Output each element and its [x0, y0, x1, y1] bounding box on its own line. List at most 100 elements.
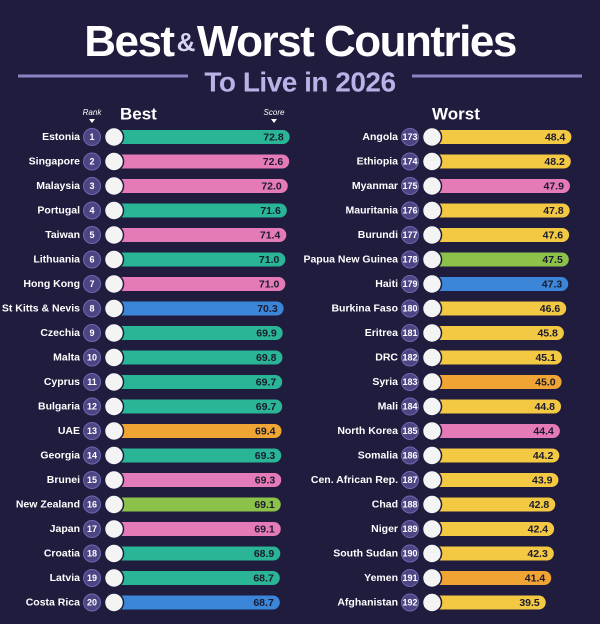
value-label: 48.2 — [544, 156, 565, 168]
country-label: Czechia — [40, 327, 80, 339]
flag — [421, 273, 443, 295]
bar — [432, 399, 562, 414]
bar — [114, 571, 280, 585]
rank-badge — [83, 324, 101, 342]
rank-label: 14 — [87, 450, 97, 460]
rank-label: 181 — [402, 328, 417, 338]
flag — [103, 175, 125, 197]
flag — [421, 298, 443, 319]
rank-badge — [401, 226, 419, 244]
rank-badge — [83, 299, 101, 318]
rank-badge — [83, 201, 101, 220]
country-label: New Zealand — [16, 498, 80, 510]
rank-badge — [401, 397, 419, 416]
value-label: 43.9 — [532, 474, 553, 486]
country-label: Cyprus — [44, 376, 80, 388]
value-label: 41.4 — [525, 572, 546, 584]
value-label: 69.3 — [255, 474, 276, 486]
country-label: Yemen — [364, 572, 398, 584]
bar — [432, 546, 554, 561]
bar — [114, 228, 287, 242]
rank-label: 178 — [402, 254, 417, 264]
bar — [114, 473, 282, 487]
rank-badge — [401, 446, 419, 465]
flag — [421, 224, 443, 246]
rank-badge — [83, 373, 101, 391]
flag — [103, 126, 125, 148]
value-label: 44.8 — [535, 401, 556, 413]
rank-badge — [401, 520, 419, 538]
bar — [432, 301, 567, 316]
flag — [103, 347, 125, 368]
country-label: Niger — [371, 523, 398, 535]
rank-label: 6 — [89, 254, 94, 264]
bar — [114, 399, 283, 414]
rank-label: 185 — [402, 426, 417, 436]
rank-label: 175 — [402, 181, 417, 191]
rank-label: 20 — [87, 597, 97, 607]
flag — [421, 249, 443, 270]
flag — [103, 494, 125, 515]
rank-label: 191 — [402, 573, 417, 583]
bar — [114, 277, 286, 291]
rank-badge — [83, 348, 101, 367]
rank-label: 184 — [402, 401, 417, 411]
value-label: 68.9 — [254, 548, 275, 560]
score-header: Score — [264, 108, 285, 117]
rank-label: 8 — [89, 303, 94, 313]
rank-badge — [401, 275, 419, 293]
value-label: 44.2 — [533, 450, 554, 462]
country-label: Lithuania — [33, 253, 80, 265]
rank-badge — [83, 495, 101, 514]
value-label: 71.0 — [259, 254, 280, 266]
bar — [432, 522, 555, 536]
rank-label: 1 — [89, 132, 94, 142]
country-label: Ethiopia — [357, 155, 399, 167]
rank-badge — [401, 544, 419, 563]
bar — [432, 571, 552, 585]
flag — [103, 396, 125, 417]
rank-label: 188 — [402, 499, 417, 509]
rank-badge — [83, 128, 101, 146]
rank-label: 16 — [87, 499, 97, 509]
rank-label: 10 — [87, 352, 97, 362]
value-label: 47.9 — [544, 180, 565, 192]
bar — [432, 252, 569, 267]
country-label: Estonia — [42, 131, 80, 143]
bar — [432, 424, 560, 438]
rank-badge — [83, 446, 101, 465]
flag — [421, 175, 443, 197]
rank-label: 174 — [402, 156, 417, 166]
bar — [114, 154, 290, 169]
country-label: Bulgaria — [38, 400, 80, 412]
country-label: Taiwan — [45, 229, 80, 241]
rank-label: 19 — [87, 573, 97, 583]
flag — [103, 200, 125, 221]
rank-label: 182 — [402, 352, 417, 362]
rank-label: 180 — [402, 303, 417, 313]
value-label: 45.8 — [537, 327, 558, 339]
rank-label: 192 — [402, 597, 417, 607]
rank-label: 7 — [89, 279, 94, 289]
value-label: 47.6 — [543, 229, 564, 241]
country-label: South Sudan — [333, 547, 398, 559]
bar — [432, 179, 570, 193]
rank-badge — [83, 275, 101, 293]
rank-badge — [401, 177, 419, 195]
flag — [421, 494, 443, 515]
country-label: Japan — [50, 523, 80, 535]
rank-label: 15 — [87, 475, 97, 485]
country-label: Myanmar — [352, 180, 398, 192]
rank-badge — [83, 593, 101, 612]
rank-label: 13 — [87, 426, 97, 436]
rank-badge — [401, 324, 419, 342]
rank-badge — [401, 495, 419, 514]
flag — [421, 543, 443, 564]
country-label: Mauritania — [345, 204, 398, 216]
flag — [103, 298, 125, 319]
title-joiner: & — [177, 27, 195, 57]
bar — [432, 595, 546, 610]
rank-label: 179 — [402, 279, 417, 289]
flag — [103, 543, 125, 564]
